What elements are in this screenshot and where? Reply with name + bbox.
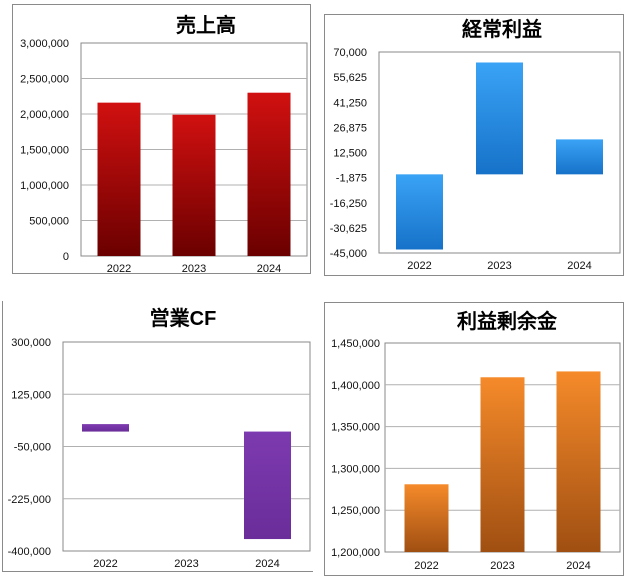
y-tick-label: 300,000: [11, 337, 51, 349]
x-category-label: 2024: [257, 263, 281, 273]
bar-2022: [396, 174, 443, 250]
y-tick-label: 500,000: [29, 216, 69, 228]
chart-panel-retained-earnings: 利益剰余金 1,450,000 1,400,000 1,350,000 1,300,0…: [324, 302, 624, 576]
chart-panel-sales: 売上高 3,000,000 2,500,000 2,000,000 1,500,000…: [12, 4, 311, 274]
bar-2023: [172, 114, 216, 257]
bar-2022: [404, 484, 449, 552]
x-category-label: 2024: [566, 560, 590, 572]
bar-2024: [556, 139, 603, 175]
chart-title: 営業CF: [150, 306, 217, 330]
y-tick-label: -45,000: [330, 248, 367, 260]
x-category-label: 2023: [487, 260, 511, 272]
x-category-label: 2024: [255, 558, 279, 570]
y-tick-label: 26,875: [333, 122, 367, 134]
y-tick-label: 2,000,000: [20, 109, 69, 121]
y-tick-label: -30,625: [330, 223, 367, 235]
y-tick-label: -1,875: [336, 173, 367, 185]
bar-2024: [244, 431, 291, 540]
y-tick-label: 1,350,000: [331, 422, 380, 434]
bar-2022: [97, 102, 141, 256]
x-category-label: 2023: [182, 263, 206, 273]
x-category-label: 2023: [490, 560, 514, 572]
y-tick-label: 1,500,000: [20, 145, 69, 157]
y-tick-label: 1,400,000: [331, 380, 380, 392]
sales-chart: 売上高 3,000,000 2,500,000 2,000,000 1,500,000…: [20, 13, 308, 273]
y-tick-label: 1,300,000: [331, 463, 380, 475]
y-tick-label: 70,000: [333, 47, 367, 59]
y-tick-label: -50,000: [14, 442, 51, 454]
y-tick-label: -16,250: [330, 198, 367, 210]
chart-panel-ordinary-profit: 経常利益 70,000 55,625 41,250 26,875 12,500 -1,87…: [324, 14, 624, 276]
bar-2024: [247, 92, 291, 256]
bar-2023: [480, 377, 525, 552]
y-tick-label: 1,250,000: [331, 505, 380, 517]
ordinary-profit-chart: 経常利益 70,000 55,625 41,250 26,875 12,500 -1,87…: [330, 17, 621, 272]
plot-area: [378, 51, 621, 254]
x-category-label: 2022: [414, 560, 438, 572]
x-category-label: 2022: [407, 260, 431, 272]
chart-title: 利益剰余金: [457, 309, 558, 333]
y-tick-label: 12,500: [333, 148, 367, 160]
y-tick-label: 3,000,000: [20, 38, 69, 50]
x-category-label: 2024: [567, 260, 591, 272]
x-category-label: 2022: [93, 558, 117, 570]
y-tick-label: 1,000,000: [20, 180, 69, 192]
y-tick-label: 2,500,000: [20, 74, 69, 86]
retained-earnings-chart: 利益剰余金 1,450,000 1,400,000 1,350,000 1,300,0…: [331, 309, 621, 572]
y-tick-label: 41,250: [333, 97, 367, 109]
bar-2022: [82, 424, 129, 432]
bar-2024: [556, 371, 601, 552]
bar-2023: [476, 62, 523, 175]
x-category-label: 2022: [107, 263, 131, 273]
chart-title: 売上高: [176, 13, 236, 37]
x-category-label: 2023: [174, 558, 198, 570]
y-tick-label: 55,625: [333, 72, 367, 84]
y-tick-label: 125,000: [11, 389, 51, 401]
chart-title: 経常利益: [462, 17, 542, 41]
y-tick-label: 0: [63, 251, 69, 263]
operating-cf-chart: 営業CF 300,000 125,000 -50,000 -225,000 -400,0…: [8, 306, 311, 570]
y-tick-label: 1,450,000: [331, 338, 380, 350]
y-tick-label: -225,000: [8, 494, 51, 506]
y-tick-label: -400,000: [8, 546, 51, 558]
y-tick-label: 1,200,000: [331, 547, 380, 559]
chart-panel-operating-cf: 営業CF 300,000 125,000 -50,000 -225,000 -400,0…: [2, 301, 313, 572]
